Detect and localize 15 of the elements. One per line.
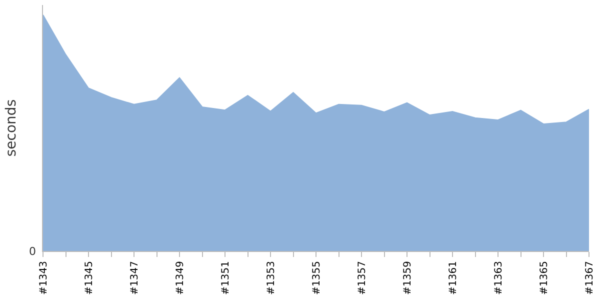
x-tick-label: #1353 — [266, 261, 277, 295]
x-tick-label: #1367 — [584, 261, 596, 295]
x-tick-label: #1343 — [38, 261, 50, 295]
y-axis-title: seconds — [4, 99, 20, 157]
x-tick-label: #1359 — [402, 261, 414, 295]
x-tick-label: #1363 — [493, 261, 504, 295]
x-tick-label: #1347 — [129, 261, 140, 295]
x-tick-label: #1365 — [538, 261, 550, 295]
text: 0 — [29, 245, 36, 258]
x-tick-label: #1351 — [220, 261, 232, 295]
x-tick-label: #1349 — [174, 261, 186, 295]
x-tick-label: #1357 — [356, 261, 368, 295]
x-tick-label: #1361 — [448, 261, 459, 295]
x-tick-label: #1345 — [84, 261, 95, 295]
x-tick-label: #1355 — [311, 261, 322, 295]
